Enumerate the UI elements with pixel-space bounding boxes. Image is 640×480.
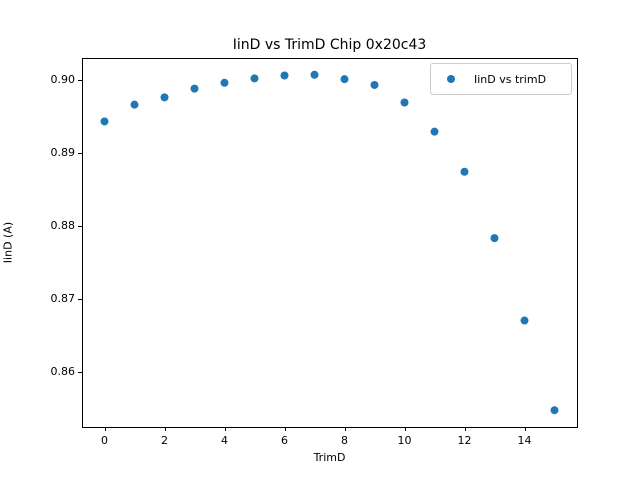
x-tick-label: 0 xyxy=(101,434,108,447)
x-tick-label: 8 xyxy=(341,434,348,447)
data-point xyxy=(130,100,139,109)
y-tick-label: 0.86 xyxy=(50,364,76,378)
x-tick-label: 14 xyxy=(517,434,532,447)
data-point xyxy=(100,117,109,126)
data-point xyxy=(400,98,409,107)
data-point xyxy=(370,80,379,89)
data-point xyxy=(430,127,439,136)
y-axis-label: IinD (A) xyxy=(1,221,15,264)
dot-icon xyxy=(447,75,455,83)
data-point xyxy=(550,406,559,415)
data-point xyxy=(250,74,259,83)
data-point xyxy=(220,78,229,87)
data-point xyxy=(340,75,349,84)
data-point xyxy=(490,234,499,243)
data-point xyxy=(280,71,289,80)
y-tick-label: 0.87 xyxy=(50,291,76,305)
data-point xyxy=(190,84,199,93)
legend-label: IinD vs trimD xyxy=(474,72,547,86)
data-point xyxy=(460,167,469,176)
y-tick-label: 0.88 xyxy=(50,218,76,232)
data-point xyxy=(520,316,529,325)
x-tick-label: 6 xyxy=(281,434,288,447)
x-tick-label: 10 xyxy=(397,434,412,447)
x-axis-label: TrimD xyxy=(313,451,346,464)
data-point xyxy=(310,70,319,79)
axes-frame xyxy=(82,58,578,428)
data-point xyxy=(160,93,169,102)
x-tick-label: 12 xyxy=(457,434,472,447)
x-tick-label: 4 xyxy=(221,434,228,447)
y-tick-label: 0.89 xyxy=(50,145,76,159)
y-tick-label: 0.90 xyxy=(50,72,76,86)
x-tick-label: 2 xyxy=(161,434,168,447)
chart-title: IinD vs TrimD Chip 0x20c43 xyxy=(232,37,427,53)
legend: IinD vs trimD xyxy=(430,63,572,95)
